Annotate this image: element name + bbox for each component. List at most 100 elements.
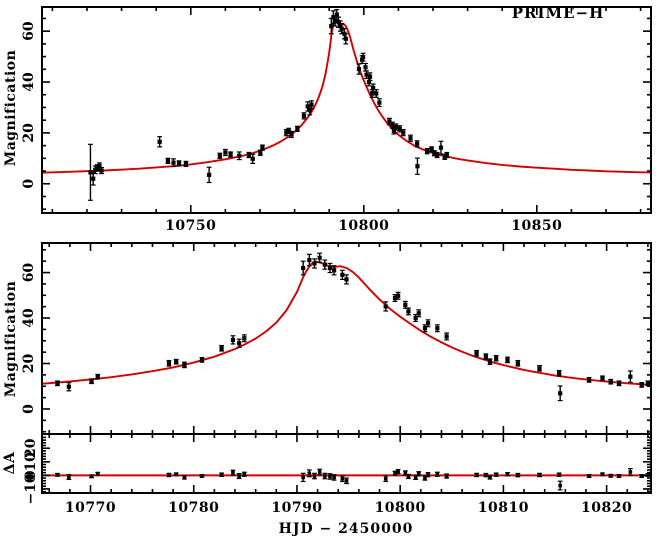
data-point — [312, 474, 317, 478]
data-point — [230, 337, 236, 342]
data-point — [628, 470, 633, 474]
data-point — [432, 151, 437, 156]
data-point — [435, 472, 440, 477]
y-tick-label: 0 — [21, 404, 37, 414]
data-point — [332, 268, 337, 273]
data-point — [474, 473, 479, 477]
y-tick-label: −10 — [23, 473, 39, 504]
data-point — [608, 379, 613, 384]
data-point — [207, 172, 212, 177]
data-point — [474, 351, 479, 356]
data-point — [628, 374, 633, 379]
data-point — [364, 72, 369, 77]
data-point — [537, 366, 542, 371]
data-point — [95, 374, 100, 379]
data-point — [397, 126, 402, 131]
data-point — [361, 55, 366, 60]
data-point — [484, 473, 488, 477]
y-tick-label: 60 — [21, 21, 37, 41]
data-point — [167, 473, 171, 477]
data-point — [374, 91, 379, 96]
data-point — [165, 158, 171, 163]
data-point — [401, 130, 406, 135]
data-point — [403, 471, 408, 475]
data-point — [183, 161, 189, 167]
data-point — [429, 147, 434, 152]
data-point — [413, 315, 418, 321]
panel-middle: 0 20 40 60 — [21, 242, 652, 435]
y-tick-label: 40 — [21, 308, 37, 328]
data-point — [438, 145, 444, 150]
data-point — [171, 160, 176, 165]
data-point — [219, 346, 224, 351]
data-point — [322, 262, 327, 267]
y-tick-label: 60 — [21, 263, 37, 283]
data-point — [340, 272, 345, 277]
x-axis-title: HJD − 2450000 — [278, 521, 414, 537]
y-tick-label: 10 — [23, 452, 39, 472]
data-point — [413, 475, 418, 480]
data-point — [242, 472, 247, 477]
data-point — [387, 119, 392, 124]
data-point — [343, 36, 348, 41]
data-point — [587, 474, 591, 478]
data-point — [340, 476, 345, 481]
data-point — [67, 475, 71, 479]
data-point — [317, 255, 322, 260]
data-point — [488, 475, 492, 480]
data-point — [435, 152, 440, 158]
data-point — [359, 57, 365, 62]
data-point — [250, 156, 255, 161]
data-point — [219, 472, 224, 477]
data-point — [393, 124, 399, 130]
data-point — [317, 470, 322, 474]
data-point — [392, 295, 398, 301]
data-point — [515, 361, 520, 366]
data-point — [289, 132, 294, 137]
data-point — [332, 475, 336, 480]
data-point — [327, 265, 333, 271]
model-curve — [42, 260, 651, 386]
data-point — [258, 150, 263, 155]
instrument-label: PRIME−H — [511, 4, 605, 22]
data-point — [396, 469, 400, 474]
data-point — [516, 473, 520, 477]
data-point — [617, 474, 621, 478]
data-point — [309, 102, 314, 107]
data-point — [176, 161, 182, 166]
data-point — [416, 311, 421, 316]
data-point — [228, 152, 233, 157]
data-point — [199, 357, 205, 362]
data-point — [426, 472, 430, 477]
data-point — [246, 152, 252, 158]
data-point — [295, 126, 300, 131]
data-point — [339, 26, 344, 31]
data-point — [558, 483, 562, 488]
y-tick-label: 20 — [21, 354, 37, 374]
x-tick-label: 10750 — [165, 218, 216, 234]
x-tick-label: 10850 — [511, 218, 562, 234]
data-point — [403, 302, 408, 307]
data-point — [182, 475, 187, 480]
data-point — [377, 100, 382, 105]
data-point — [557, 472, 561, 477]
data-point — [396, 293, 401, 298]
data-point — [338, 23, 343, 29]
data-point — [383, 476, 388, 481]
data-points — [55, 252, 651, 402]
data-point — [425, 321, 431, 326]
x-tick-label: 10800 — [375, 500, 426, 516]
data-point — [328, 474, 332, 479]
tick-labels: 10750 10800 10850 0 20 40 60 — [21, 21, 562, 234]
panel-plot-area — [42, 467, 651, 491]
panel-plot-area — [42, 252, 651, 402]
data-point — [55, 381, 60, 386]
y-tick-label: 0 — [23, 470, 39, 480]
data-point — [231, 470, 235, 475]
data-point — [242, 336, 247, 341]
data-point — [422, 326, 428, 331]
y-axis-title-residual: ΔA — [2, 451, 18, 475]
y-tick-label: 20 — [21, 123, 37, 143]
